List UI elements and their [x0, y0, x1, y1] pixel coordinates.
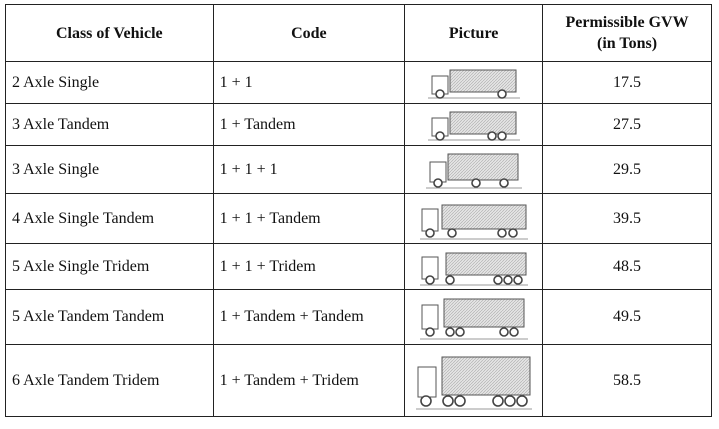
header-cell: Permissible GVW (in Tons)	[542, 4, 712, 62]
code-cell: 1 + Tandem + Tandem	[212, 289, 406, 345]
truck-icon	[427, 111, 520, 141]
picture-cell	[404, 289, 544, 345]
truck-icon	[419, 298, 528, 340]
code-cell: 1 + Tandem	[212, 103, 406, 146]
gvw-cell: 27.5	[542, 103, 712, 146]
code-cell: 1 + 1 + Tridem	[212, 243, 406, 290]
gvw-cell: 49.5	[542, 289, 712, 345]
vehicle-table: Class of Vehicle Code Picture Permissibl…	[5, 4, 712, 417]
gvw-cell: 39.5	[542, 193, 712, 244]
class-cell: 6 Axle Tandem Tridem	[5, 344, 214, 417]
gvw-cell: 29.5	[542, 145, 712, 194]
row: 4 Axle Single Tandem 1 + 1 + Tandem 39.5	[5, 193, 712, 244]
header-row: Class of Vehicle Code Picture Permissibl…	[5, 4, 712, 62]
truck-icon	[419, 204, 528, 239]
class-cell: 3 Axle Tandem	[5, 103, 214, 146]
header-cell: Class of Vehicle	[5, 4, 214, 62]
truck-icon	[425, 153, 522, 188]
row: 2 Axle Single 1 + 1 17.5	[5, 61, 712, 104]
row: 3 Axle Tandem 1 + Tandem 27.5	[5, 103, 712, 146]
gvw-cell: 17.5	[542, 61, 712, 104]
code-cell: 1 + 1 + Tandem	[212, 193, 406, 244]
row: 6 Axle Tandem Tridem 1 + Tandem + Tridem…	[5, 344, 712, 417]
gvw-cell: 48.5	[542, 243, 712, 290]
code-cell: 1 + Tandem + Tridem	[212, 344, 406, 417]
class-cell: 5 Axle Tandem Tandem	[5, 289, 214, 345]
picture-cell	[404, 103, 544, 146]
code-cell: 1 + 1 + 1	[212, 145, 406, 194]
class-cell: 2 Axle Single	[5, 61, 214, 104]
row: 3 Axle Single 1 + 1 + 1 29.5	[5, 145, 712, 194]
row: 5 Axle Tandem Tandem 1 + Tandem + Tandem…	[5, 289, 712, 345]
gvw-cell: 58.5	[542, 344, 712, 417]
truck-icon	[419, 252, 528, 285]
class-cell: 3 Axle Single	[5, 145, 214, 194]
code-cell: 1 + 1	[212, 61, 406, 104]
class-cell: 4 Axle Single Tandem	[5, 193, 214, 244]
row: 5 Axle Single Tridem 1 + 1 + Tridem 48.5	[5, 243, 712, 290]
picture-cell	[404, 243, 544, 290]
picture-cell	[404, 145, 544, 194]
truck-icon	[415, 356, 532, 409]
picture-cell	[404, 193, 544, 244]
header-cell: Picture	[404, 4, 544, 62]
picture-cell	[404, 61, 544, 104]
header-cell: Code	[212, 4, 406, 62]
picture-cell	[404, 344, 544, 417]
truck-icon	[427, 69, 520, 99]
class-cell: 5 Axle Single Tridem	[5, 243, 214, 290]
